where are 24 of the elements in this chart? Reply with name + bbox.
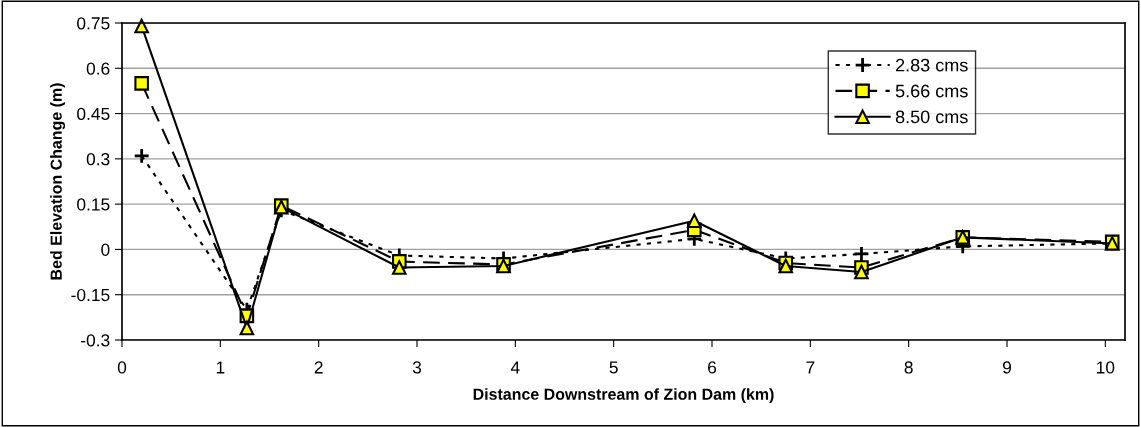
y-tick-label: 0	[101, 243, 110, 256]
y-tick-label: -0.3	[81, 334, 110, 347]
x-tick-label: 7	[806, 361, 815, 374]
x-tick-label: 2	[314, 361, 323, 374]
x-tick-label: 9	[1002, 361, 1012, 374]
y-tick-label: -0.15	[71, 288, 110, 302]
legend-label: 5.66 cms	[895, 84, 968, 98]
legend-label: 2.83 cms	[895, 58, 968, 72]
x-tick-label: 6	[708, 361, 717, 374]
x-tick-label: 8	[904, 361, 913, 374]
legend-label: 8.50 cms	[895, 110, 968, 124]
x-axis-title: Distance Downstream of Zion Dam (km)	[473, 388, 774, 404]
y-tick-label: 0.15	[77, 198, 110, 211]
x-tick-label: 1	[216, 361, 225, 374]
x-tick-label: 0	[117, 361, 127, 374]
y-tick-label: 0.45	[77, 107, 110, 121]
y-tick-label: 0.6	[86, 62, 110, 75]
y-axis-title: Bed Elevation Change (m)	[50, 83, 66, 280]
x-tick-label: 10	[1097, 361, 1115, 374]
x-tick-label: 3	[412, 361, 422, 374]
y-tick-label: 0.3	[86, 153, 110, 166]
x-tick-label: 4	[510, 361, 520, 374]
x-tick-label: 5	[609, 361, 618, 374]
y-tick-label: 0.75	[77, 17, 110, 30]
